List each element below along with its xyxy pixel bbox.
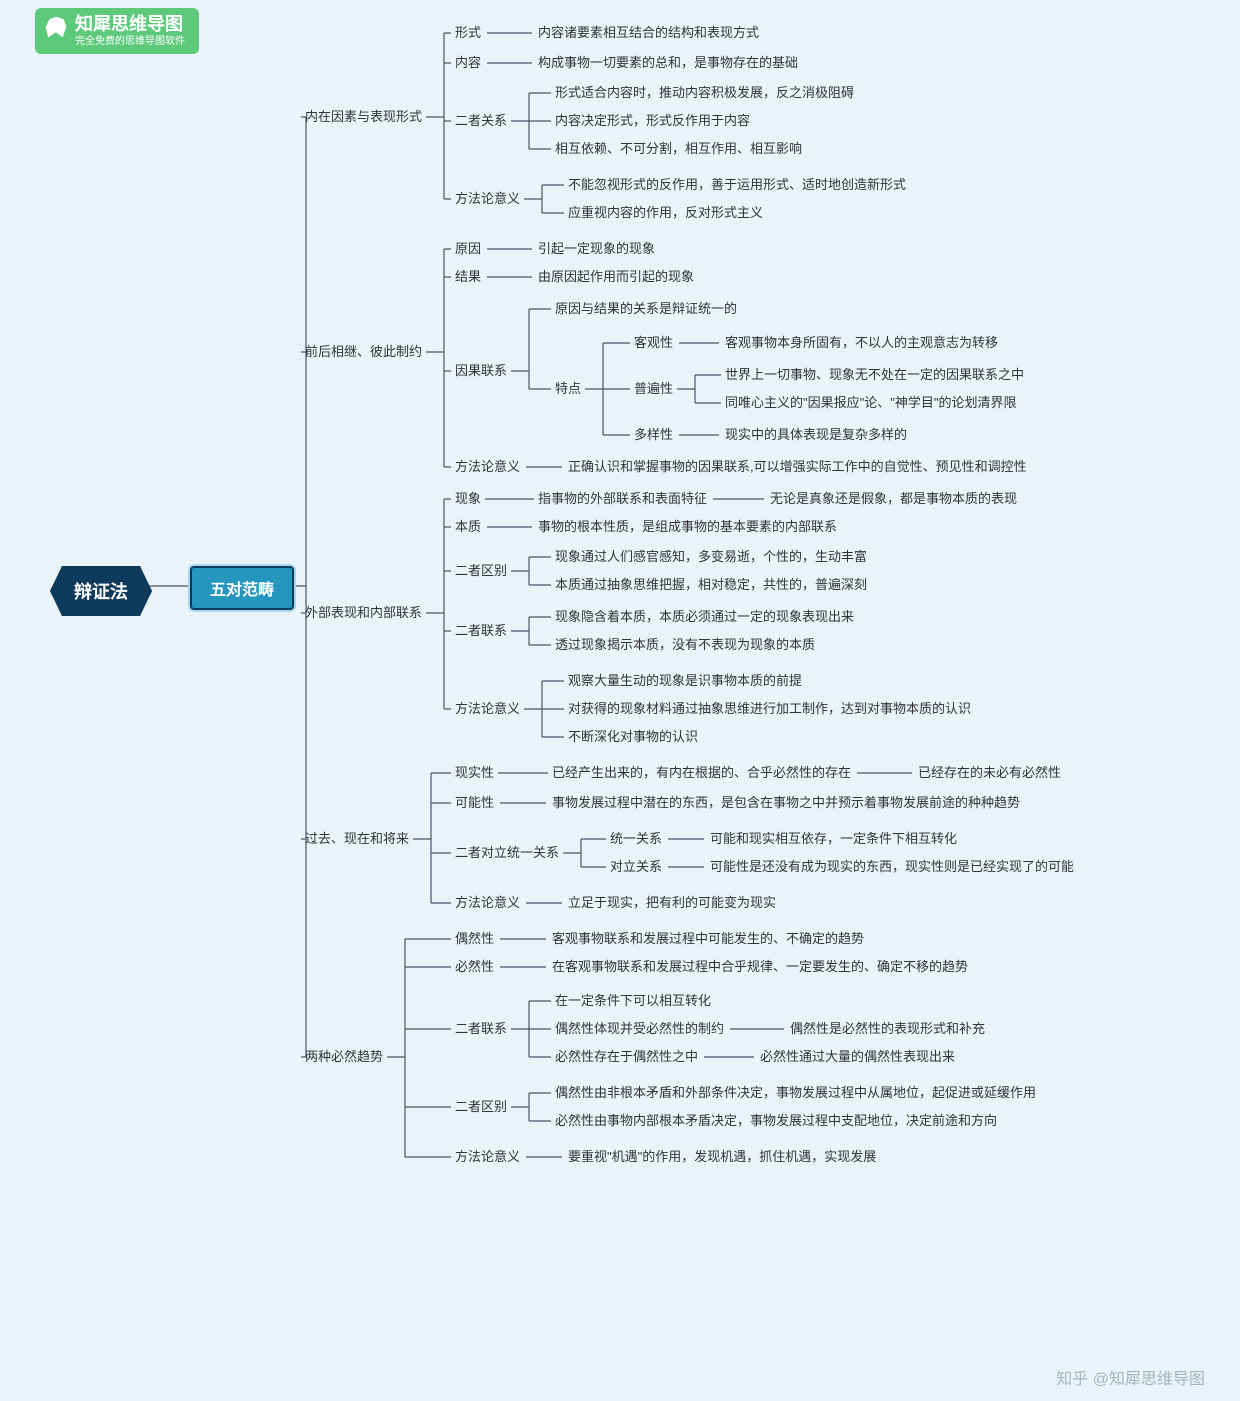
tree-node: 偶然性是必然性的表现形式和补充 (790, 1020, 985, 1038)
tree-node: 原因 (455, 240, 481, 258)
tree-node: 正确认识和掌握事物的因果联系,可以增强实际工作中的自觉性、预见性和调控性 (568, 458, 1027, 476)
tree-node: 二者联系 (455, 622, 507, 640)
tree-node: 必然性存在于偶然性之中 (555, 1048, 698, 1066)
tree-node: 要重视"机遇"的作用，发现机遇，抓住机遇，实现发展 (568, 1148, 876, 1166)
tree-node: 二者联系 (455, 1020, 507, 1038)
tree-node: 偶然性体现并受必然性的制约 (555, 1020, 724, 1038)
tree-node: 在客观事物联系和发展过程中合乎规律、一定要发生的、确定不移的趋势 (552, 958, 968, 976)
tree-node: 对立关系 (610, 858, 662, 876)
tree-node: 形式适合内容时，推动内容积极发展，反之消极阻碍 (555, 84, 854, 102)
tree-node: 结果 (455, 268, 481, 286)
tree-node: 内容诸要素相互结合的结构和表现方式 (538, 24, 759, 42)
tree-node: 方法论意义 (455, 894, 520, 912)
tree-node: 已经产生出来的，有内在根据的、合乎必然性的存在 (552, 764, 851, 782)
tree-node: 无论是真象还是假象，都是事物本质的表现 (770, 490, 1017, 508)
tree-node: 不断深化对事物的认识 (568, 728, 698, 746)
tree-node: 二者区别 (455, 1098, 507, 1116)
tree-node: 普遍性 (634, 380, 673, 398)
tree-node: 立足于现实，把有利的可能变为现实 (568, 894, 776, 912)
root-label: 辩证法 (74, 582, 128, 602)
tree-node: 客观事物本身所固有，不以人的主观意志为转移 (725, 334, 998, 352)
tree-node: 内容 (455, 54, 481, 72)
tree-node: 相互依赖、不可分割，相互作用、相互影响 (555, 140, 802, 158)
tree-node: 引起一定现象的现象 (538, 240, 655, 258)
tree-node: 客观事物联系和发展过程中可能发生的、不确定的趋势 (552, 930, 864, 948)
category-node: 两种必然趋势 (305, 1048, 383, 1066)
tree-node: 客观性 (634, 334, 673, 352)
watermark: 知乎 @知犀思维导图 (1056, 1365, 1205, 1389)
tree-node: 方法论意义 (455, 700, 520, 718)
tree-node: 统一关系 (610, 830, 662, 848)
logo-title: 知犀思维导图 (75, 14, 183, 34)
tree-node: 事物的根本性质，是组成事物的基本要素的内部联系 (538, 518, 837, 536)
tree-node: 偶然性由非根本矛盾和外部条件决定，事物发展过程中从属地位，起促进或延缓作用 (555, 1084, 1036, 1102)
tree-node: 二者区别 (455, 562, 507, 580)
tree-node: 形式 (455, 24, 481, 42)
tree-node: 因果联系 (455, 362, 507, 380)
tree-node: 同唯心主义的"因果报应"论、"神学目"的论划清界限 (725, 394, 1016, 412)
tree-node: 构成事物一切要素的总和，是事物存在的基础 (538, 54, 798, 72)
tree-node: 本质通过抽象思维把握，相对稳定，共性的，普遍深刻 (555, 576, 867, 594)
tree-node: 对获得的现象材料通过抽象思维进行加工制作，达到对事物本质的认识 (568, 700, 971, 718)
tree-node: 不能忽视形式的反作用，善于运用形式、适时地创造新形式 (568, 176, 906, 194)
tree-node: 现象通过人们感官感知，多变易逝，个性的，生动丰富 (555, 548, 867, 566)
tree-node: 内容决定形式，形式反作用于内容 (555, 112, 750, 130)
tree-node: 方法论意义 (455, 458, 520, 476)
tree-node: 必然性 (455, 958, 494, 976)
tree-node: 在一定条件下可以相互转化 (555, 992, 711, 1010)
tree-node: 观察大量生动的现象是识事物本质的前提 (568, 672, 802, 690)
tree-node: 已经存在的未必有必然性 (918, 764, 1061, 782)
tree-node: 世界上一切事物、现象无不处在一定的因果联系之中 (725, 366, 1024, 384)
tree-node: 现象隐含着本质，本质必须通过一定的现象表现出来 (555, 608, 854, 626)
tree-node: 透过现象揭示本质，没有不表现为现象的本质 (555, 636, 815, 654)
tree-node: 现实中的具体表现是复杂多样的 (725, 426, 907, 444)
root-node: 辩证法 (50, 566, 152, 616)
tree-node: 由原因起作用而引起的现象 (538, 268, 694, 286)
category-node: 前后相继、彼此制约 (305, 343, 422, 361)
category-node: 过去、现在和将来 (305, 830, 409, 848)
tree-node: 方法论意义 (455, 1148, 520, 1166)
tree-node: 二者关系 (455, 112, 507, 130)
category-node: 外部表现和内部联系 (305, 604, 422, 622)
app-logo: 知犀思维导图 完全免费的思维导图软件 (35, 8, 199, 54)
sub-root-label: 五对范畴 (210, 582, 274, 599)
tree-node: 可能和现实相互依存，一定条件下相互转化 (710, 830, 957, 848)
logo-subtitle: 完全免费的思维导图软件 (75, 36, 185, 48)
tree-node: 应重视内容的作用，反对形式主义 (568, 204, 763, 222)
tree-node: 特点 (555, 380, 581, 398)
tree-node: 可能性 (455, 794, 494, 812)
tree-node: 事物发展过程中潜在的东西，是包含在事物之中并预示着事物发展前途的种种趋势 (552, 794, 1020, 812)
tree-node: 指事物的外部联系和表面特征 (538, 490, 707, 508)
tree-node: 偶然性 (455, 930, 494, 948)
tree-node: 本质 (455, 518, 481, 536)
tree-node: 方法论意义 (455, 190, 520, 208)
sub-root-node: 五对范畴 (190, 566, 294, 610)
tree-node: 多样性 (634, 426, 673, 444)
tree-node: 原因与结果的关系是辩证统一的 (555, 300, 737, 318)
tree-node: 现象 (455, 490, 481, 508)
tree-node: 现实性 (455, 764, 494, 782)
category-node: 内在因素与表现形式 (305, 108, 422, 126)
tree-node: 必然性通过大量的偶然性表现出来 (760, 1048, 955, 1066)
tree-node: 二者对立统一关系 (455, 844, 559, 862)
tree-node: 可能性是还没有成为现实的东西，现实性则是已经实现了的可能 (710, 858, 1074, 876)
tree-node: 必然性由事物内部根本矛盾决定，事物发展过程中支配地位，决定前途和方向 (555, 1112, 997, 1130)
